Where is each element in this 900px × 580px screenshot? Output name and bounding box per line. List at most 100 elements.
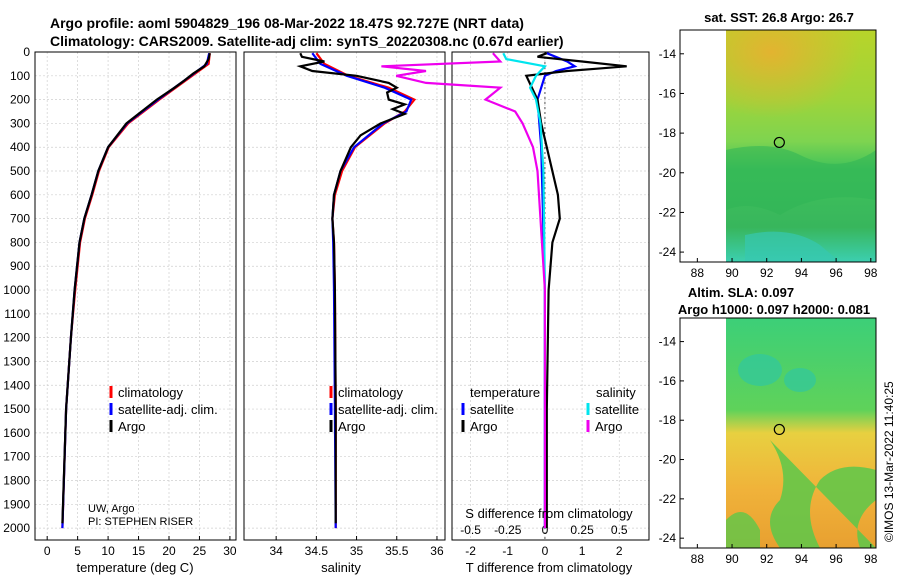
y-tick-label: 200	[10, 93, 30, 107]
x2-tick-label: -0.25	[494, 523, 522, 537]
y-tick-label: 1600	[3, 426, 30, 440]
sla-map: 88 90 92 94 96 98 -14 -16 -18 -20 -22 -24	[659, 317, 878, 566]
legend-climatology: climatology	[338, 385, 404, 400]
y-tick-label: 900	[10, 259, 30, 273]
y-tick-label: 500	[10, 164, 30, 178]
series-line-temperature-Argo	[524, 52, 627, 529]
y-tick-label: 300	[10, 116, 30, 130]
x-tick-label: 34	[269, 544, 283, 558]
y-tick-label: 1100	[4, 307, 30, 321]
map-x-tick-label: 96	[829, 552, 843, 566]
x-tick-label: 2	[616, 544, 623, 558]
map-x-tick-label: 90	[725, 552, 739, 566]
credit-line2: PI: STEPHEN RISER	[88, 516, 193, 528]
title-line2: Climatology: CARS2009. Satellite-adj cli…	[50, 33, 564, 49]
legend-satellite-adj: satellite-adj. clim.	[338, 402, 438, 417]
x2-tick-label: 0	[542, 523, 549, 537]
map-x-tick-label: 88	[691, 552, 705, 566]
y-tick-label: 1400	[3, 378, 30, 392]
series-line-argo	[61, 52, 211, 524]
y-tick-label: 2000	[3, 521, 30, 535]
temperature-xlabel: temperature (deg C)	[76, 560, 193, 575]
map-y-tick-label: -20	[659, 166, 677, 180]
x-tick-label: 35.5	[385, 544, 409, 558]
sst-title: sat. SST: 26.8 Argo: 26.7	[704, 10, 854, 25]
map-y-tick-label: -24	[659, 531, 677, 545]
map-y-tick-label: -22	[659, 492, 677, 506]
difference-legend: temperature salinity satellite Argo sate…	[461, 385, 639, 434]
temperature-panel: 0100200300400500600700800900100011001200…	[3, 45, 237, 575]
map-y-tick-label: -18	[659, 126, 677, 140]
x-tick-label: 0	[542, 544, 549, 558]
map-x-tick-label: 98	[864, 552, 878, 566]
y-tick-label: 800	[10, 235, 30, 249]
series-line-salinity-Argo	[381, 52, 547, 529]
y-tick-label: 1700	[3, 450, 30, 464]
argo-position-marker	[773, 136, 785, 149]
x-tick-label: 25	[193, 544, 207, 558]
sla-title-2: Argo h1000: 0.097 h2000: 0.081	[678, 302, 870, 317]
x-tick-label: 30	[223, 544, 237, 558]
y-tick-label: 100	[10, 69, 30, 83]
legend-argo: Argo	[118, 419, 145, 434]
legend-group-salinity: salinity	[596, 385, 636, 400]
x-tick-label: 20	[162, 544, 176, 558]
difference-panel: -2 -1 0 1 2 -0.5 -0.25 0 0.25 0.5 T difference fr…	[381, 51, 650, 575]
map-y-tick-label: -22	[659, 205, 677, 219]
y-tick-label: 1200	[3, 331, 30, 345]
map-x-tick-label: 96	[829, 266, 843, 280]
y-tick-label: 1900	[3, 497, 30, 511]
map-x-tick-label: 98	[864, 266, 878, 280]
salinity-panel: 34 34.5 35 35.5 36 salinity climatology sate…	[243, 51, 446, 575]
legend-climatology: climatology	[118, 385, 184, 400]
x2-tick-label: 0.5	[611, 523, 628, 537]
x-tick-label: 1	[579, 544, 586, 558]
x-tick-label: -1	[502, 544, 513, 558]
y-tick-label: 1300	[3, 354, 30, 368]
map-y-tick-label: -14	[659, 47, 677, 61]
x-tick-label: 10	[101, 544, 115, 558]
title-line1: Argo profile: aoml 5904829_196 08-Mar-20…	[50, 15, 524, 31]
legend-sal-argo: Argo	[595, 419, 622, 434]
x2-tick-label: -0.5	[460, 523, 481, 537]
map-y-tick-label: -16	[659, 374, 677, 388]
map-x-tick-label: 90	[725, 266, 739, 280]
credit-line1: UW, Argo	[88, 503, 134, 515]
argo-position-marker	[773, 423, 785, 436]
y-tick-label: 700	[10, 212, 30, 226]
x-tick-label: 36	[430, 544, 444, 558]
map-x-tick-label: 94	[795, 266, 809, 280]
x2-tick-label: 0.25	[570, 523, 594, 537]
map-x-tick-label: 88	[691, 266, 705, 280]
map-y-tick-label: -24	[659, 245, 677, 259]
map-x-tick-label: 92	[760, 552, 774, 566]
map-y-tick-label: -20	[659, 453, 677, 467]
salinity-xlabel: salinity	[321, 560, 361, 575]
map-x-tick-label: 92	[760, 266, 774, 280]
x-tick-label: 34.5	[305, 544, 329, 558]
salinity-legend: climatology satellite-adj. clim. Argo	[329, 385, 438, 434]
series-line-argo	[296, 52, 409, 524]
sst-map: 88 90 92 94 96 98 -14 -16 -18 -20 -22 -24	[659, 29, 878, 280]
legend-sal-satellite: satellite	[595, 402, 639, 417]
legend-argo: Argo	[338, 419, 365, 434]
x-tick-label: 5	[74, 544, 81, 558]
map-x-tick-label: 94	[795, 552, 809, 566]
x-tick-label: 35	[350, 544, 364, 558]
legend-satellite-adj: satellite-adj. clim.	[118, 402, 218, 417]
y-tick-label: 1800	[3, 473, 30, 487]
series-line-salinity-satellite	[502, 52, 548, 529]
s-diff-xlabel: S difference from climatology	[465, 506, 633, 521]
legend-group-temperature: temperature	[470, 385, 540, 400]
map-y-tick-label: -14	[659, 335, 677, 349]
temperature-legend: climatology satellite-adj. clim. Argo	[109, 385, 218, 434]
y-tick-label: 1500	[3, 402, 30, 416]
x-tick-label: -2	[465, 544, 476, 558]
t-diff-xlabel: T difference from climatology	[466, 560, 633, 575]
x-tick-label: 0	[44, 544, 51, 558]
x-tick-label: 15	[132, 544, 146, 558]
sla-title-1: Altim. SLA: 0.097	[688, 285, 794, 300]
legend-temp-argo: Argo	[470, 419, 497, 434]
map-y-tick-label: -16	[659, 86, 677, 100]
